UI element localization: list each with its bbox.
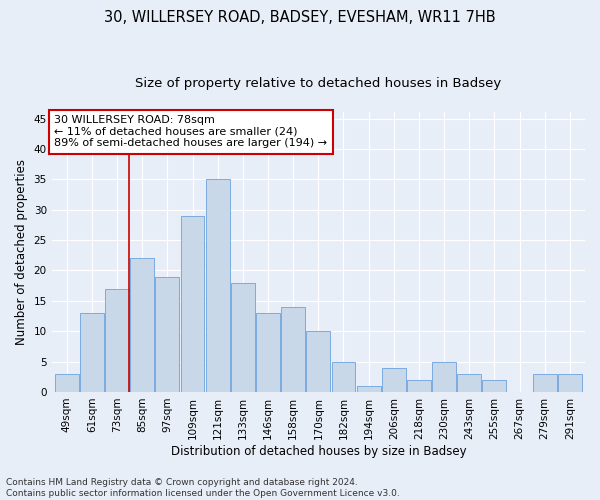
Bar bbox=[407, 380, 431, 392]
Bar bbox=[80, 313, 104, 392]
Bar bbox=[307, 331, 330, 392]
Text: Contains HM Land Registry data © Crown copyright and database right 2024.
Contai: Contains HM Land Registry data © Crown c… bbox=[6, 478, 400, 498]
Bar bbox=[55, 374, 79, 392]
Bar bbox=[382, 368, 406, 392]
Title: Size of property relative to detached houses in Badsey: Size of property relative to detached ho… bbox=[135, 78, 502, 90]
Bar bbox=[432, 362, 456, 392]
Bar bbox=[181, 216, 205, 392]
Bar bbox=[356, 386, 380, 392]
Bar bbox=[130, 258, 154, 392]
Bar bbox=[482, 380, 506, 392]
Bar bbox=[332, 362, 355, 392]
X-axis label: Distribution of detached houses by size in Badsey: Distribution of detached houses by size … bbox=[170, 444, 466, 458]
Bar bbox=[558, 374, 582, 392]
Text: 30, WILLERSEY ROAD, BADSEY, EVESHAM, WR11 7HB: 30, WILLERSEY ROAD, BADSEY, EVESHAM, WR1… bbox=[104, 10, 496, 25]
Bar bbox=[256, 313, 280, 392]
Text: 30 WILLERSEY ROAD: 78sqm
← 11% of detached houses are smaller (24)
89% of semi-d: 30 WILLERSEY ROAD: 78sqm ← 11% of detach… bbox=[55, 116, 328, 148]
Bar bbox=[105, 288, 129, 392]
Bar bbox=[155, 276, 179, 392]
Bar bbox=[533, 374, 557, 392]
Bar bbox=[457, 374, 481, 392]
Bar bbox=[281, 307, 305, 392]
Bar bbox=[206, 180, 230, 392]
Y-axis label: Number of detached properties: Number of detached properties bbox=[15, 159, 28, 345]
Bar bbox=[231, 282, 255, 392]
